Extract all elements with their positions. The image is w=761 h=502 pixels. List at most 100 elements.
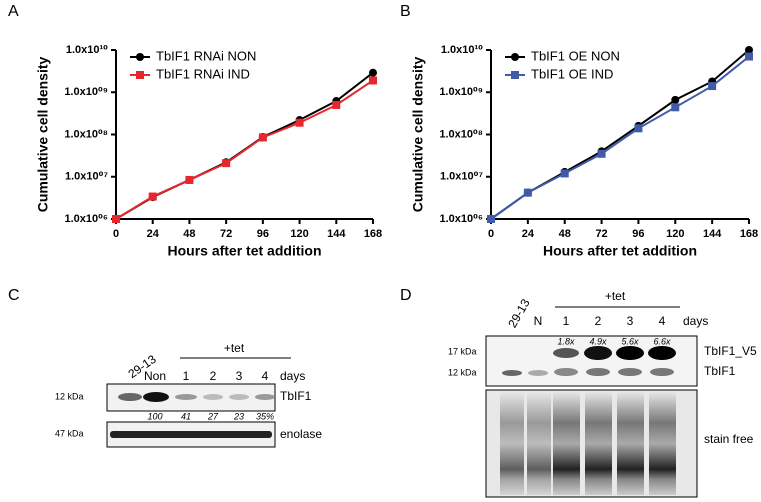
series-line [115,79,374,220]
x-tick-label: 120 [666,228,684,240]
legend-marker [511,71,519,79]
x-axis-label: Hours after tet addition [167,243,321,259]
marker [597,149,606,158]
marker [487,215,495,223]
series-line [490,55,750,220]
y-tick-label: 1.0x10⁰⁹ [64,86,108,98]
quant-label: 6.6x [653,336,671,346]
band-label: TbIF1 [704,364,736,378]
y-tick-label: 1.0x10⁰⁸ [64,128,108,140]
marker-label: 47 kDa [55,428,84,438]
marker [671,103,680,112]
lane-label: 2 [210,369,217,383]
blot-d: D +tet 29-13 N 1 2 3 4 days 1.8x 4.9x 5.… [400,287,757,498]
x-tick-label: 24 [147,228,160,240]
y-tick-label: 1.0x10¹⁰ [441,44,483,56]
band [110,431,272,438]
marker [708,82,717,91]
marker [745,46,753,54]
y-tick-label: 1.0x10⁰⁶ [64,213,108,225]
lane-label: 4 [659,314,666,328]
lane [649,392,676,495]
y-axis-label: Cumulative cell density [410,56,426,212]
quant-label: 5.6x [621,336,639,346]
marker [369,68,377,77]
legend-label: TbIF1 RNAi NON [156,48,256,63]
band [255,394,275,400]
lane-label: 29-13 [505,296,533,330]
lane-label: 1 [183,369,190,383]
x-tick-label: 144 [327,228,346,240]
legend-marker [136,71,144,79]
marker [560,169,569,178]
lane-label: 1 [563,314,570,328]
legend-label: TbIF1 OE NON [531,48,620,63]
quant-label: 27 [207,411,219,421]
marker-label: 12 kDa [448,367,477,377]
panel-letter: D [400,287,412,304]
band [648,346,676,360]
y-tick-label: 1.0x10⁰⁶ [439,213,483,225]
x-tick-label: 0 [488,228,494,240]
blot-c: C +tet 29-13 Non 1 2 3 4 days 12 kDa TbI… [8,287,322,448]
band [118,393,142,401]
days-label: days [683,314,708,328]
lane [500,392,524,495]
lane [553,392,580,495]
marker [258,133,267,142]
band-label: enolase [280,427,322,441]
band [229,394,249,400]
quant-label: 1.8x [557,336,575,346]
panel-letter: C [8,287,20,304]
legend-label: TbIF1 OE IND [531,66,613,81]
x-tick-label: 96 [257,228,269,240]
lane [617,392,644,495]
treatment-label: +tet [605,289,626,303]
band [554,368,578,376]
quant-label: 35% [256,411,274,421]
marker [332,100,341,109]
band [650,368,674,376]
marker [671,95,680,104]
marker [295,118,304,127]
band [616,346,644,360]
y-axis-label: Cumulative cell density [35,56,51,212]
legend-marker [511,53,519,61]
legend-marker [136,53,144,61]
marker [634,124,643,133]
y-tick-label: 1.0x10⁰⁸ [439,128,483,140]
band [553,348,579,358]
band [502,370,522,376]
band [203,394,223,400]
marker-label: 17 kDa [448,346,477,356]
band [618,368,642,376]
x-tick-label: 48 [183,228,195,240]
lane-label: 2 [595,314,602,328]
x-tick-label: 120 [290,228,308,240]
marker [523,188,532,197]
legend-label: TbIF1 RNAi IND [156,66,250,81]
marker [222,159,231,168]
quant-label: 23 [233,411,244,421]
marker [112,215,120,223]
band [584,346,612,360]
x-axis-label: Hours after tet addition [543,243,697,259]
treatment-label: +tet [224,341,245,355]
x-tick-label: 168 [364,228,382,240]
x-tick-label: 72 [595,228,607,240]
band-label: TbIF1_V5 [704,344,757,358]
x-tick-label: 72 [220,228,232,240]
marker [369,76,377,85]
x-tick-label: 0 [113,228,119,240]
y-tick-label: 1.0x10⁰⁷ [440,171,483,183]
panel-letter: B [400,3,411,20]
band [586,368,610,376]
lane [585,392,612,495]
y-tick-label: 1.0x10⁰⁷ [65,171,108,183]
band-label: TbIF1 [280,389,312,403]
lane-label: Non [144,369,166,383]
band [528,370,548,376]
lane-label: 3 [627,314,634,328]
x-tick-label: 96 [632,228,644,240]
quant-label: 4.9x [589,336,607,346]
